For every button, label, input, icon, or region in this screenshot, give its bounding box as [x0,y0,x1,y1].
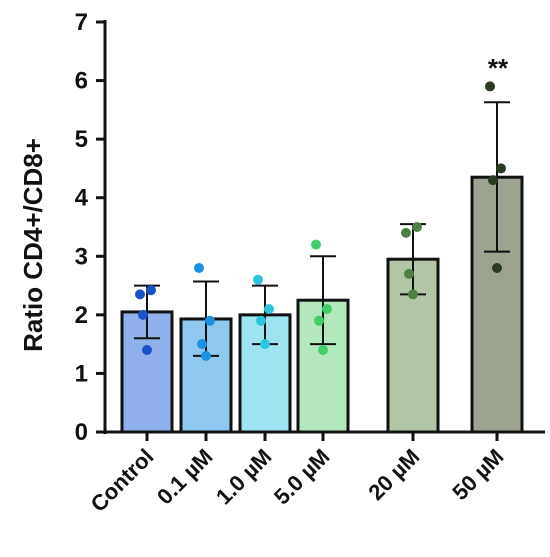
x-tick-label: 1.0 µM [211,444,277,510]
y-tick-label: 2 [75,302,88,329]
data-point [146,285,156,296]
y-axis-title: Ratio CD4+/CD8+ [18,138,48,352]
data-point [408,289,418,300]
data-point [488,175,498,186]
data-point [142,345,152,355]
data-point [318,345,328,355]
data-point [404,268,414,279]
data-point [311,239,321,250]
y-tick-label: 5 [75,126,88,153]
data-point [197,339,207,350]
chart-annotations: ** [488,53,509,83]
data-point [253,274,263,285]
x-tick-label: 5.0 µM [269,444,335,510]
x-tick-label: 20 µM [363,444,424,505]
data-point [412,222,422,232]
data-point [322,304,332,314]
chart-data-points [135,81,506,361]
y-tick-label: 3 [75,243,88,270]
data-point [205,315,215,326]
significance-marker: ** [488,53,509,83]
data-point [492,263,502,273]
data-point [256,315,266,326]
y-tick-label: 7 [75,9,88,36]
data-point [138,309,148,320]
y-tick-label: 0 [75,419,88,446]
data-point [496,163,506,174]
data-point [135,289,145,300]
data-point [314,315,324,326]
x-tick-label: Control [86,444,159,517]
x-tick-label: 50 µM [447,444,508,505]
data-point [485,81,495,92]
y-tick-label: 6 [75,68,88,95]
y-tick-label: 4 [75,185,89,212]
x-tick-label: 0.1 µM [152,444,218,510]
y-tick-label: 1 [75,360,88,387]
data-point [194,263,204,273]
data-point [260,339,270,350]
data-point [264,304,274,314]
data-point [201,350,211,361]
data-point [401,227,411,238]
